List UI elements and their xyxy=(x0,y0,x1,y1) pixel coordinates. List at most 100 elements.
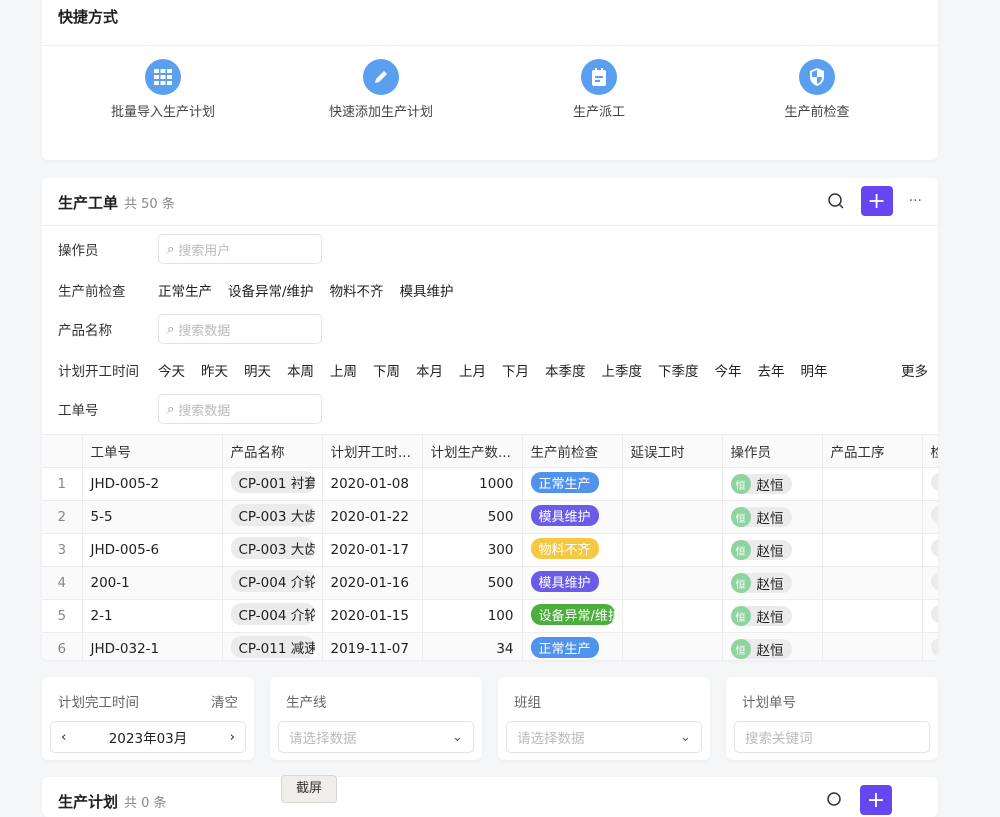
column-header[interactable]: 产品工序 xyxy=(822,434,923,468)
start-time-option[interactable]: 本月 xyxy=(416,364,443,380)
order-no-search-input[interactable]: ⌕ 搜索数据 xyxy=(158,394,322,424)
shortcuts-card: 快捷方式 批量导入生产计划 快速添加生产计划 生产派工 生产前检查 xyxy=(42,0,938,160)
row-number: 3 xyxy=(42,533,83,567)
add-button[interactable]: + xyxy=(860,186,893,216)
start-time-option[interactable]: 明天 xyxy=(244,364,271,380)
add-button[interactable]: + xyxy=(860,785,892,815)
start-time-option[interactable]: 下季度 xyxy=(658,364,699,380)
quantity: 300 xyxy=(422,533,523,567)
filter-label: 计划完工时间 xyxy=(58,695,139,711)
start-time-option[interactable]: 上季度 xyxy=(601,364,643,380)
start-time-option[interactable]: 昨天 xyxy=(201,364,228,380)
start-time-option[interactable]: 今天 xyxy=(158,364,185,380)
shortcut-batch-import[interactable]: 批量导入生产计划 xyxy=(63,59,263,120)
precheck-badge: 物料不齐 xyxy=(530,537,599,559)
product-tag: CP-004 介轮 xyxy=(230,603,315,625)
start-time-option[interactable]: 本季度 xyxy=(545,364,586,380)
operator-cell: 恒赵恒 xyxy=(722,599,823,633)
clipped-cell xyxy=(922,599,938,633)
start-date: 2020-01-17 xyxy=(322,533,423,567)
shortcuts-title: 快捷方式 xyxy=(58,8,119,26)
avatar: 恒 xyxy=(730,507,751,527)
product-search-input[interactable]: ⌕ 搜索数据 xyxy=(158,314,322,344)
filter-label: 计划单号 xyxy=(742,695,796,711)
shortcut-quick-add[interactable]: 快速添加生产计划 xyxy=(281,59,481,120)
more-options-button[interactable]: 更多 xyxy=(901,364,928,380)
chevron-right-icon[interactable]: › xyxy=(229,729,235,745)
team-select[interactable]: 请选择数据 ⌄ xyxy=(506,721,702,753)
operator-name: 赵恒 xyxy=(756,643,784,659)
table-row[interactable]: 5 2-1 CP-004 介轮 2020-01-15 100 设备异常/维护 恒… xyxy=(42,599,938,633)
operator-name: 赵恒 xyxy=(756,577,784,593)
column-header[interactable]: 检 xyxy=(922,434,938,468)
record-count: 共 0 条 xyxy=(124,796,167,811)
column-header[interactable]: 操作员 xyxy=(722,434,823,468)
start-time-option[interactable]: 明年 xyxy=(800,364,828,380)
product-cell: CP-011 减速 xyxy=(222,632,323,660)
table-row[interactable]: 3 JHD-005-6 CP-003 大齿轮 2020-01-17 300 物料… xyxy=(42,533,938,567)
operator-cell: 恒赵恒 xyxy=(722,500,823,534)
quantity: 1000 xyxy=(422,467,523,501)
row-number: 2 xyxy=(42,500,83,534)
process-cell xyxy=(822,599,923,633)
chevron-left-icon[interactable]: ‹ xyxy=(61,729,67,745)
divider xyxy=(42,225,938,226)
start-time-option[interactable]: 本周 xyxy=(287,364,314,380)
column-header[interactable]: 生产前检查 xyxy=(522,434,623,468)
search-icon[interactable] xyxy=(826,791,844,809)
section-title: 生产工单 xyxy=(58,194,119,212)
column-header[interactable]: 计划生产数... xyxy=(422,434,523,468)
filter-card-plan-no: 计划单号 搜索关键词 xyxy=(726,677,938,760)
table-row[interactable]: 2 5-5 CP-003 大齿轮 2020-01-22 500 模具维护 恒赵恒 xyxy=(42,500,938,534)
shortcut-precheck[interactable]: 生产前检查 xyxy=(717,59,917,120)
start-time-option[interactable]: 去年 xyxy=(757,364,785,380)
operator-search-input[interactable]: ⌕ 搜索用户 xyxy=(158,234,322,264)
order-no: 5-5 xyxy=(82,500,223,534)
shortcut-dispatch[interactable]: 生产派工 xyxy=(499,59,699,120)
row-number: 6 xyxy=(42,632,83,660)
start-time-option[interactable]: 下月 xyxy=(502,364,529,380)
precheck-cell: 正常生产 xyxy=(522,467,623,501)
start-time-option[interactable]: 上周 xyxy=(330,364,357,380)
filter-order-no: 工单号 ⌕ 搜索数据 xyxy=(58,394,322,424)
table-row[interactable]: 1 JHD-005-2 CP-001 衬套 2020-01-08 1000 正常… xyxy=(42,467,938,501)
delay-hours xyxy=(622,599,723,633)
precheck-cell: 物料不齐 xyxy=(522,533,623,567)
precheck-option[interactable]: 物料不齐 xyxy=(329,284,384,300)
start-date: 2020-01-22 xyxy=(322,500,423,534)
precheck-option[interactable]: 设备异常/维护 xyxy=(228,284,314,300)
table-row[interactable]: 4 200-1 CP-004 介轮 2020-01-16 500 模具维护 恒赵… xyxy=(42,566,938,600)
delay-hours xyxy=(622,467,723,501)
table-row[interactable]: 6 JHD-032-1 CP-011 减速 2019-11-07 34 正常生产… xyxy=(42,632,938,660)
search-icon[interactable] xyxy=(827,192,845,210)
plan-no-input[interactable]: 搜索关键词 xyxy=(734,721,930,753)
quantity: 34 xyxy=(422,632,523,660)
column-header[interactable]: 延误工时 xyxy=(622,434,723,468)
filter-card-line: 生产线 请选择数据 ⌄ xyxy=(270,677,482,760)
more-icon[interactable]: ··· xyxy=(908,193,922,209)
filter-card-team: 班组 请选择数据 ⌄ xyxy=(498,677,710,760)
filter-label: 操作员 xyxy=(58,243,99,259)
start-time-option[interactable]: 下周 xyxy=(373,364,400,380)
column-header[interactable]: 工单号 xyxy=(82,434,223,468)
start-time-option[interactable]: 今年 xyxy=(714,364,742,380)
product-tag: CP-011 减速 xyxy=(230,636,315,658)
month-picker[interactable]: ‹ 2023年03月 › xyxy=(50,721,246,753)
avatar: 恒 xyxy=(730,474,751,494)
operator-name: 赵恒 xyxy=(756,478,784,494)
start-time-option[interactable]: 上月 xyxy=(459,364,486,380)
column-header[interactable]: 产品名称 xyxy=(222,434,323,468)
line-select[interactable]: 请选择数据 ⌄ xyxy=(278,721,474,753)
record-count: 共 50 条 xyxy=(124,197,175,212)
shield-icon xyxy=(799,59,835,95)
clipboard-icon xyxy=(581,59,617,95)
precheck-option[interactable]: 正常生产 xyxy=(158,284,212,300)
clear-button[interactable]: 清空 xyxy=(211,695,238,711)
row-number: 4 xyxy=(42,566,83,600)
product-tag: CP-004 介轮 xyxy=(230,570,315,592)
precheck-badge: 正常生产 xyxy=(530,636,599,658)
precheck-option[interactable]: 模具维护 xyxy=(399,284,454,300)
product-tag: CP-001 衬套 xyxy=(230,471,315,493)
column-header[interactable]: 计划开工时... xyxy=(322,434,423,468)
column-header[interactable] xyxy=(42,434,83,468)
